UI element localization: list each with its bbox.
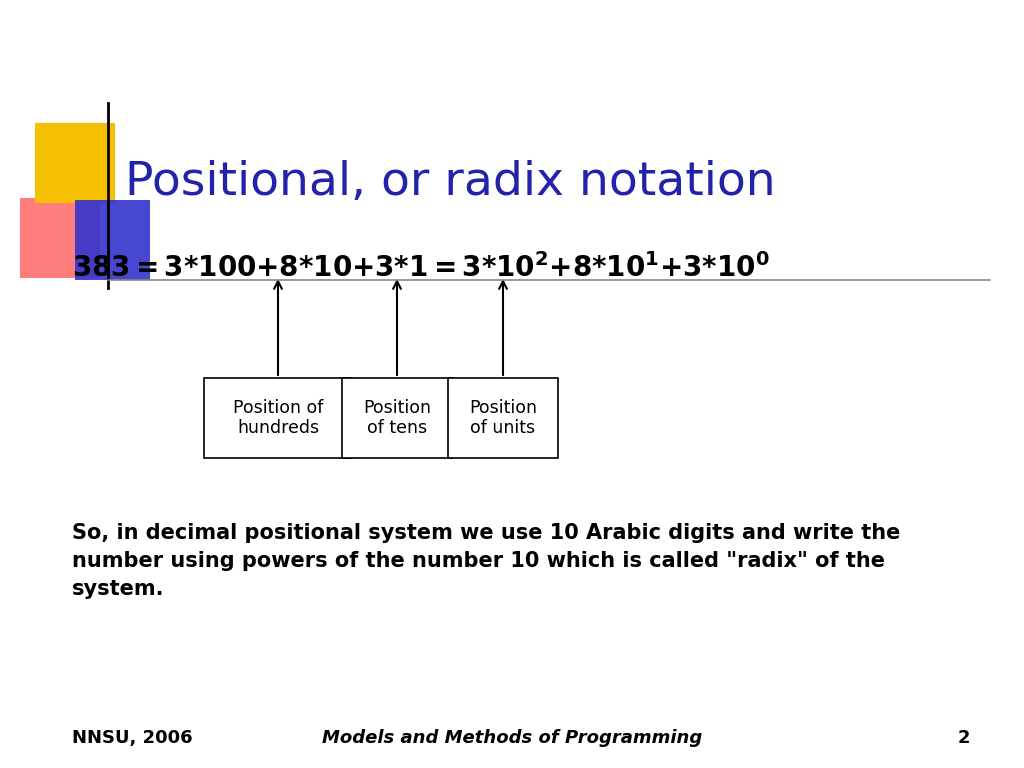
Bar bbox=[204, 378, 352, 458]
Bar bbox=[75, 200, 150, 280]
Text: Models and Methods of Programming: Models and Methods of Programming bbox=[322, 729, 702, 747]
Bar bbox=[35, 123, 115, 203]
Text: Positional, or radix notation: Positional, or radix notation bbox=[125, 161, 775, 206]
Text: NNSU, 2006: NNSU, 2006 bbox=[72, 729, 193, 747]
Text: $\mathbf{383 = 3{*}100{+}8{*}10{+}3{*}1 = 3{*}10^2{+}8{*}10^1{+}3{*}10^0}$: $\mathbf{383 = 3{*}100{+}8{*}10{+}3{*}1 … bbox=[72, 253, 770, 283]
Text: Position of
hundreds: Position of hundreds bbox=[232, 399, 324, 438]
Bar bbox=[20, 198, 100, 278]
Text: Position
of tens: Position of tens bbox=[362, 399, 431, 438]
Text: Position
of units: Position of units bbox=[469, 399, 537, 438]
Text: 2: 2 bbox=[957, 729, 970, 747]
Bar bbox=[449, 378, 558, 458]
Text: So, in decimal positional system we use 10 Arabic digits and write the
number us: So, in decimal positional system we use … bbox=[72, 523, 900, 599]
Bar bbox=[342, 378, 452, 458]
